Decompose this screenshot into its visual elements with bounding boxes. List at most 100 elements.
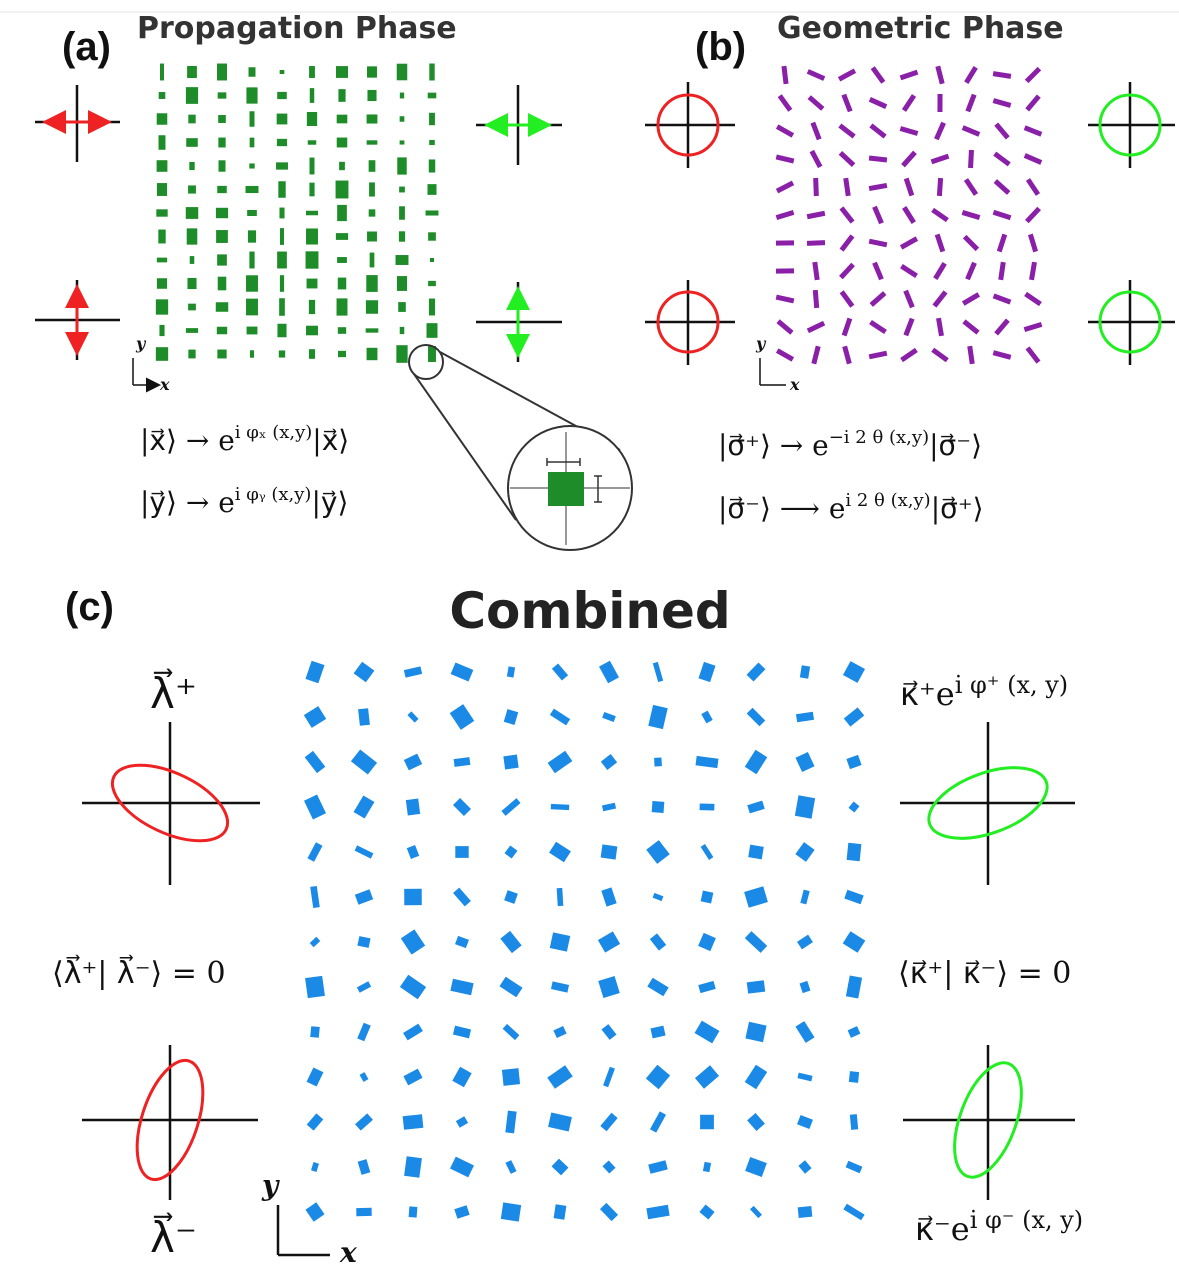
eq-part: |σ⃗⁺⟩ → e	[718, 429, 829, 462]
nanopillar	[159, 325, 164, 336]
nanopillar	[776, 319, 793, 334]
nanopillar	[776, 295, 795, 304]
nanopillar	[808, 95, 825, 111]
nanopillar	[807, 69, 825, 81]
nanopillar	[186, 138, 198, 147]
nanopillar	[504, 709, 518, 725]
nanopillar	[504, 890, 518, 904]
nanopillar	[1029, 262, 1037, 281]
nanopillar	[310, 158, 315, 175]
nanopillar	[931, 154, 950, 164]
nanopillar	[900, 126, 919, 136]
nanopillar	[279, 208, 284, 219]
nanopillar	[187, 278, 196, 289]
nanopillar	[304, 706, 326, 728]
nanopillar	[400, 975, 426, 999]
nanopillar	[962, 125, 981, 137]
nanopillar	[839, 263, 855, 280]
nanopillar	[217, 254, 227, 265]
nanopillar	[247, 327, 258, 335]
nanopillar	[277, 139, 287, 146]
nanopillar	[798, 1160, 811, 1173]
nanopillar	[993, 98, 1012, 108]
nanopillar	[355, 845, 374, 858]
nanopillar	[962, 319, 979, 334]
nanopillar	[747, 708, 766, 727]
nanopillar	[217, 64, 227, 81]
nanopillar	[1024, 292, 1042, 306]
nanopillar	[652, 801, 665, 813]
nanopillar	[993, 210, 1012, 220]
equation: |y⃗⟩ → ei φᵧ (x,y)|y⃗⟩	[140, 484, 348, 519]
nanopillar	[369, 209, 376, 216]
nanopillar	[400, 140, 405, 144]
nanopillar	[648, 1160, 668, 1174]
nanopillar	[807, 321, 825, 333]
nanopillar	[963, 235, 979, 251]
axes-arrow	[133, 358, 158, 385]
nanopillar	[551, 804, 570, 810]
nanopillar	[745, 931, 767, 953]
nanopillar	[1024, 125, 1043, 136]
nanopillar	[216, 230, 228, 243]
nanopillar	[398, 302, 406, 312]
nanopillar	[336, 181, 349, 199]
nanopillar	[648, 705, 667, 729]
nanopillar	[650, 933, 666, 950]
nanopillar	[776, 210, 795, 220]
nanopillar	[429, 140, 435, 145]
nanopillar	[838, 124, 855, 139]
nanopillar	[869, 156, 887, 163]
nanopillar	[745, 1065, 767, 1090]
nanopillar	[307, 1067, 324, 1086]
nanopillar	[159, 92, 166, 99]
nanopillar	[600, 1203, 618, 1221]
nanopillar	[246, 275, 258, 291]
nanopillar	[310, 937, 321, 947]
nanopillar	[900, 348, 918, 362]
nanopillar	[188, 350, 195, 359]
nanopillar	[700, 803, 715, 810]
nanopillar	[850, 1114, 858, 1130]
nanopillar	[869, 183, 888, 191]
nanopillar	[840, 234, 855, 251]
nanopillar	[703, 1162, 711, 1172]
nanopillar	[277, 324, 286, 338]
nanopillar	[309, 66, 315, 78]
nanopillar	[406, 798, 420, 815]
nanopillar	[846, 975, 862, 998]
nanopillar	[367, 140, 378, 144]
panel-title: Combined	[449, 582, 730, 640]
nanopillar	[796, 712, 814, 723]
nanopillar	[250, 138, 255, 148]
nanopillar	[745, 1022, 766, 1042]
nanopillar	[843, 931, 866, 953]
nanopillar	[993, 294, 1012, 305]
nanopillar	[366, 300, 378, 314]
nanopillar	[937, 178, 943, 196]
nanopillar	[843, 661, 865, 683]
nanopillar	[800, 981, 811, 993]
nanopillar	[338, 278, 346, 290]
nanopillar	[807, 211, 826, 219]
nanopillar	[842, 318, 853, 337]
nanopillar	[1028, 234, 1038, 253]
nanopillar	[807, 240, 825, 246]
nanopillar	[357, 981, 371, 992]
nanopillar	[404, 1156, 422, 1177]
nanopillar	[601, 844, 618, 859]
nanopillar	[503, 1024, 520, 1040]
nanopillar	[450, 1157, 474, 1178]
eq-part: |x⃗⟩	[312, 424, 349, 457]
nanopillar	[428, 281, 436, 286]
nanopillar	[935, 234, 945, 253]
nanopillar	[968, 150, 974, 168]
nanopillar	[188, 115, 195, 124]
nanopillar	[795, 795, 815, 818]
nanopillar	[600, 1113, 617, 1132]
nanopillar	[337, 205, 347, 221]
nanopillar	[869, 351, 888, 360]
equation: |x⃗⟩ → ei φₓ (x,y)|x⃗⟩	[140, 422, 349, 457]
nanopillar	[218, 115, 226, 123]
nanopillar	[650, 1111, 666, 1132]
